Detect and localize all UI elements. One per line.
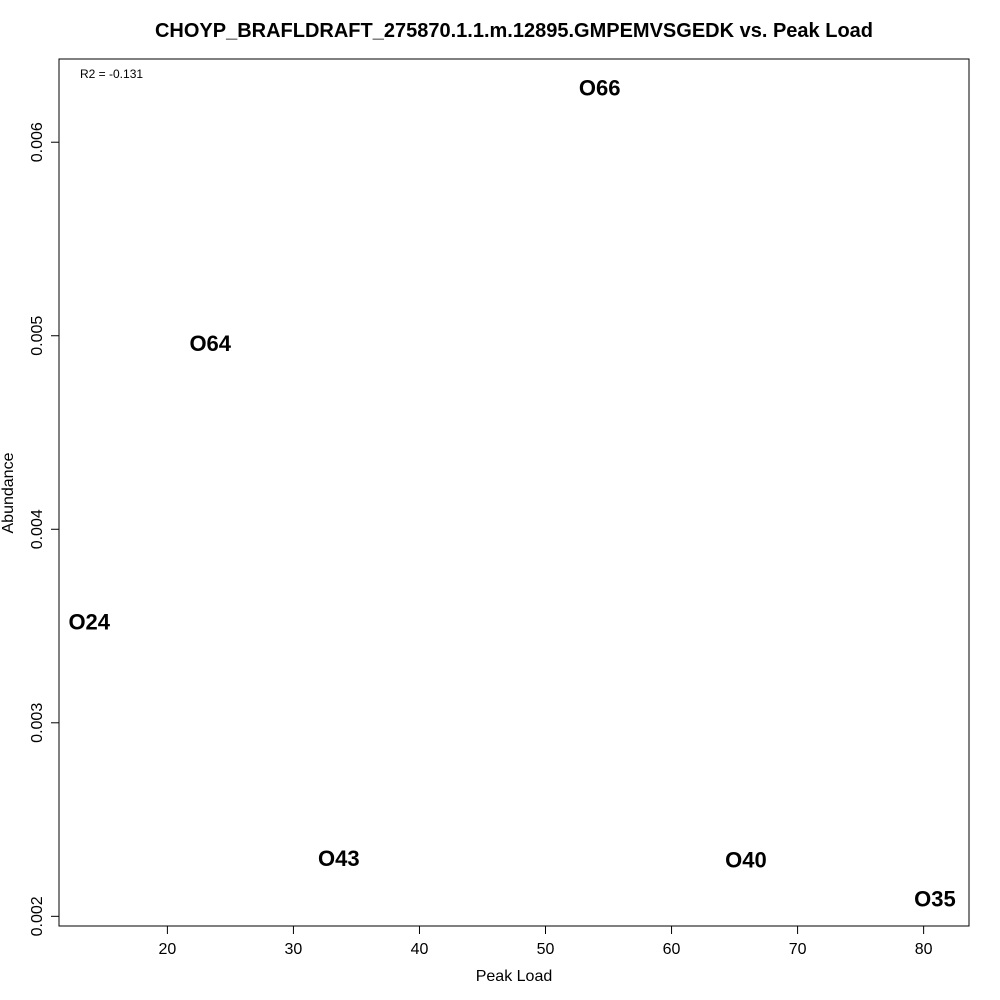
x-tick-label: 60 (663, 941, 681, 958)
y-tick-label: 0.004 (29, 509, 46, 549)
y-tick-label: 0.002 (29, 896, 46, 936)
x-tick-label: 40 (411, 941, 429, 958)
point-label-o43: O43 (318, 846, 360, 871)
point-label-o24: O24 (68, 610, 110, 635)
y-tick-label: 0.003 (29, 703, 46, 743)
chart-title: CHOYP_BRAFLDRAFT_275870.1.1.m.12895.GMPE… (155, 20, 873, 42)
y-tick-label: 0.006 (29, 122, 46, 162)
r2-annotation: R2 = -0.131 (80, 67, 143, 81)
data-points: O66 O64 O24 O43 O40 O35 (68, 76, 955, 912)
x-tick-label: 20 (158, 941, 176, 958)
x-axis-label: Peak Load (476, 968, 553, 985)
x-tick-label: 80 (915, 941, 933, 958)
point-label-o40: O40 (725, 848, 767, 873)
y-tick-label: 0.005 (29, 316, 46, 356)
x-tick-label: 30 (285, 941, 303, 958)
x-tick-label: 50 (537, 941, 555, 958)
y-axis-label: Abundance (0, 452, 17, 533)
y-axis: 0.002 0.003 0.004 0.005 0.006 (29, 122, 60, 936)
point-label-o66: O66 (579, 76, 621, 101)
point-label-o64: O64 (189, 331, 231, 356)
x-tick-label: 70 (789, 941, 807, 958)
point-label-o35: O35 (914, 886, 956, 911)
x-axis: 20 30 40 50 60 70 80 (158, 925, 933, 958)
